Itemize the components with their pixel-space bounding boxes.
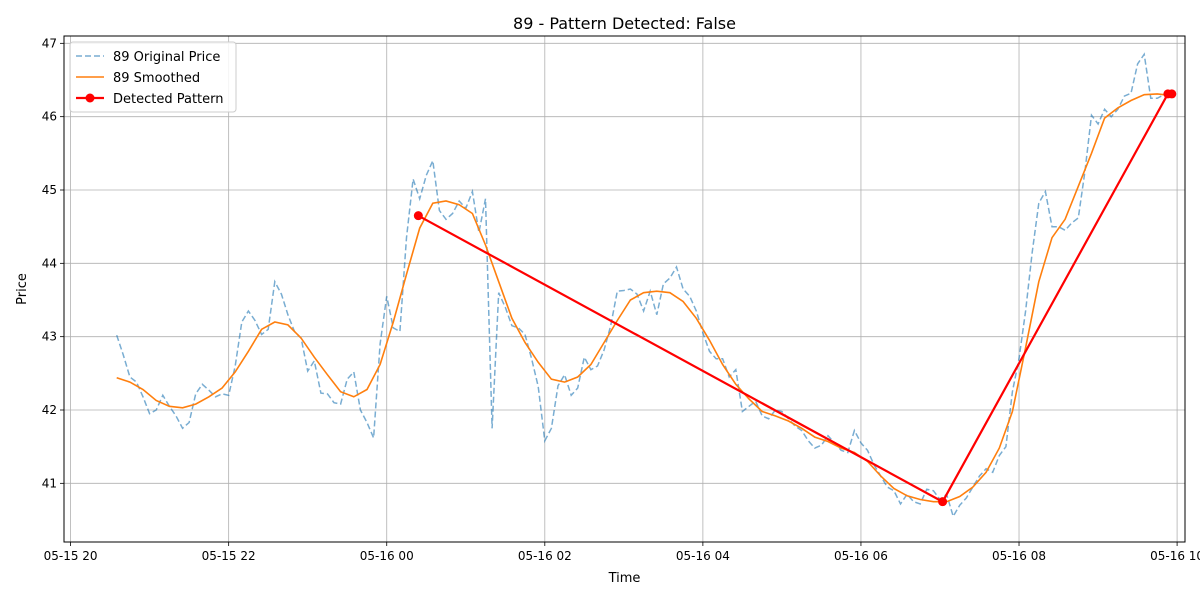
legend-label: 89 Smoothed xyxy=(113,71,200,86)
plot-area xyxy=(115,52,1177,519)
pattern-point xyxy=(1167,89,1177,99)
x-tick-label: 05-16 10 xyxy=(1150,549,1200,563)
y-tick-label: 42 xyxy=(42,403,57,417)
x-tick-label: 05-16 00 xyxy=(360,549,414,563)
pattern-point xyxy=(413,211,423,221)
pattern-point xyxy=(938,497,948,507)
x-axis-label: Time xyxy=(608,571,641,586)
y-tick-label: 45 xyxy=(42,183,57,197)
legend-label: Detected Pattern xyxy=(113,92,224,107)
y-tick-label: 44 xyxy=(42,256,57,270)
x-tick-label: 05-16 08 xyxy=(992,549,1046,563)
x-tick-label: 05-15 20 xyxy=(44,549,98,563)
y-axis-label: Price xyxy=(15,273,30,305)
y-tick-label: 43 xyxy=(42,330,57,344)
legend: 89 Original Price 89 Smoothed Detected Pat… xyxy=(69,41,237,113)
x-tick-label: 05-15 22 xyxy=(202,549,256,563)
x-tick-label: 05-16 04 xyxy=(676,549,730,563)
legend-box xyxy=(69,41,237,113)
y-tick-label: 47 xyxy=(42,36,57,50)
chart-title: 89 - Pattern Detected: False xyxy=(513,14,736,33)
legend-swatch-pattern-marker xyxy=(85,93,95,103)
plot-frame xyxy=(63,35,1186,543)
x-tick-label: 05-16 02 xyxy=(518,549,572,563)
y-axis-ticks: 41 42 43 44 45 46 47 xyxy=(42,36,64,490)
x-axis-ticks: 05-15 20 05-15 22 05-16 00 05-16 02 05-16 04… xyxy=(44,542,1200,563)
y-tick-label: 41 xyxy=(42,476,57,490)
y-tick-label: 46 xyxy=(42,110,57,124)
series-smoothed-line xyxy=(116,93,1164,503)
x-tick-label: 05-16 06 xyxy=(834,549,888,563)
legend-label: 89 Original Price xyxy=(113,50,220,65)
series-original-price-line xyxy=(115,52,1165,519)
grid-lines xyxy=(64,36,1185,542)
